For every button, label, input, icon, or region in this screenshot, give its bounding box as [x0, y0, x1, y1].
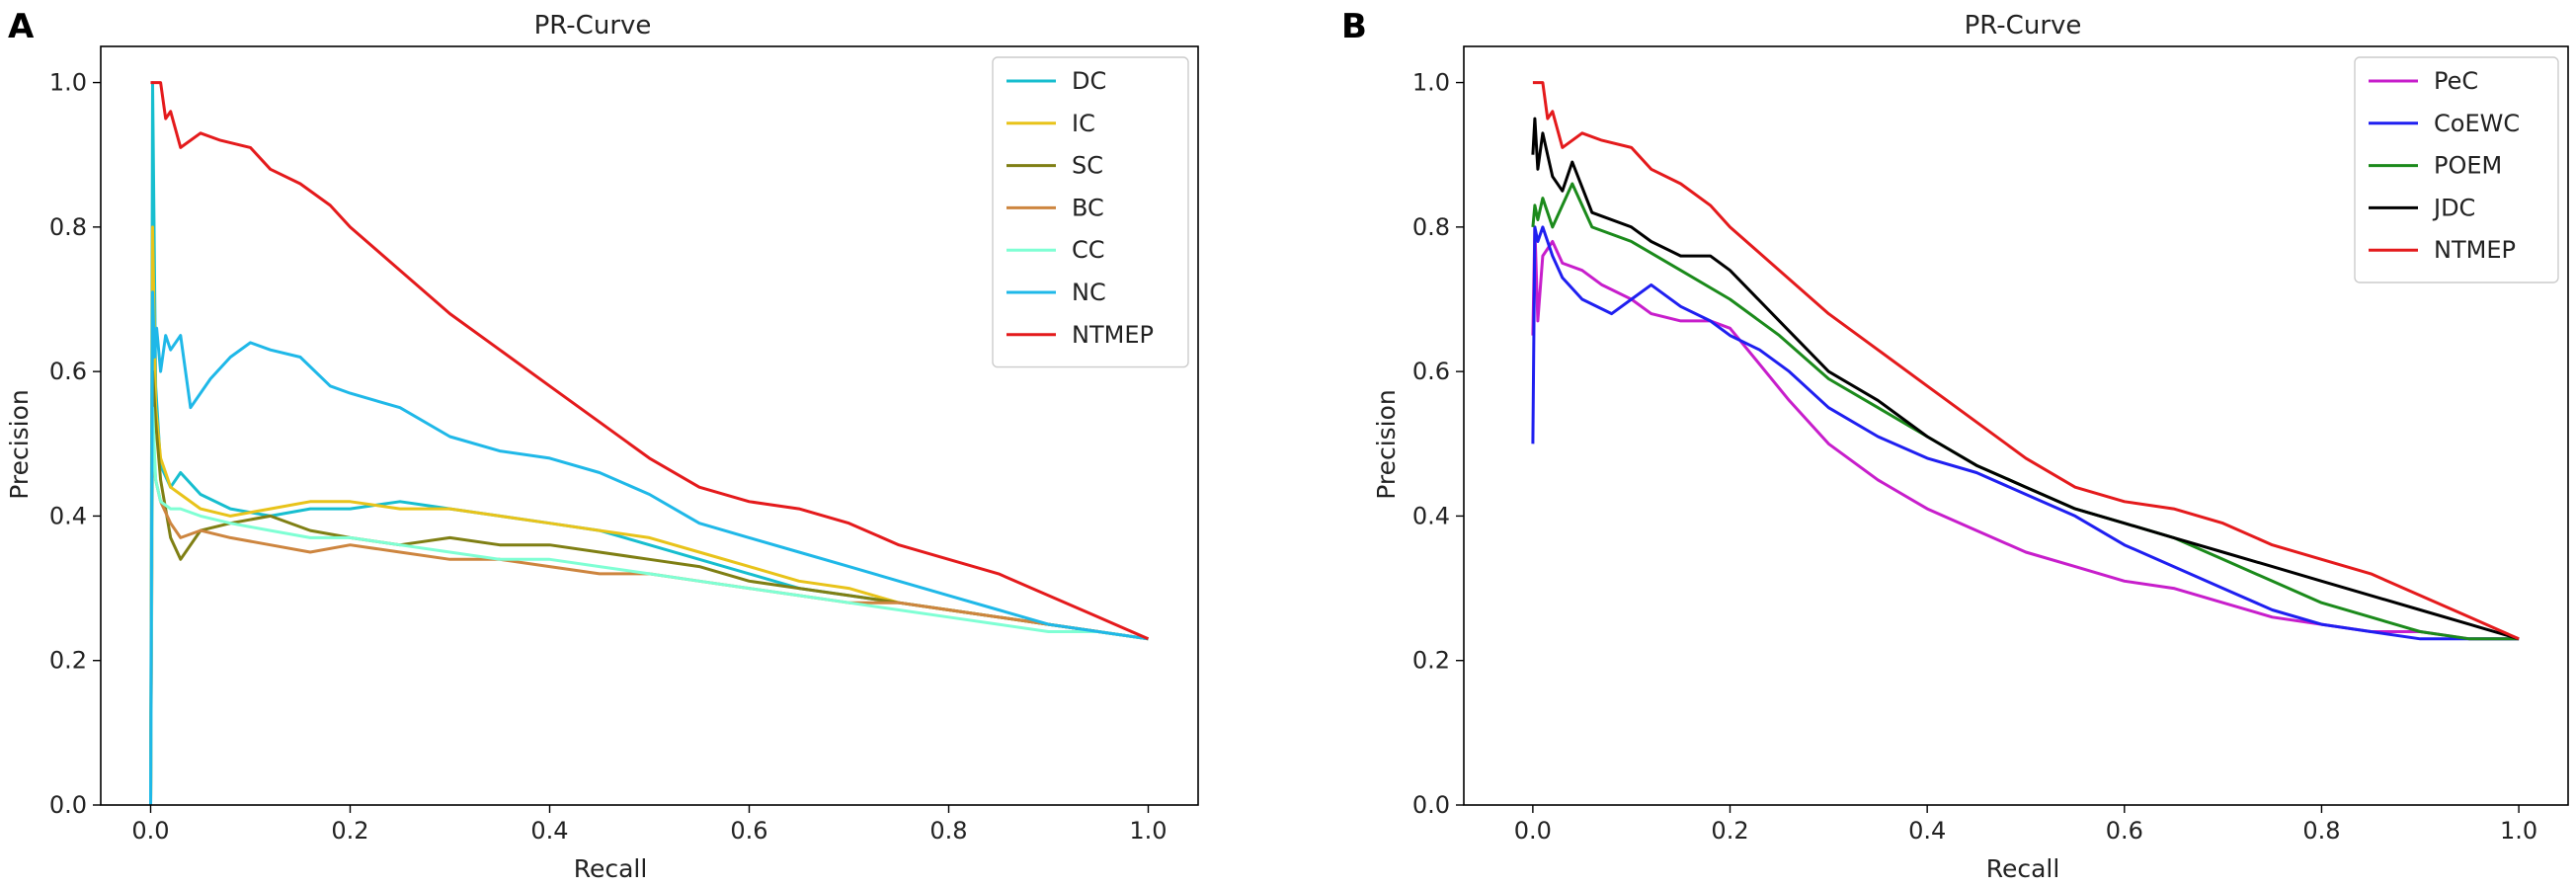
x-axis-label: Recall [1986, 854, 2060, 883]
chart-title: PR-Curve [534, 11, 652, 40]
y-tick-label: 0.2 [1412, 647, 1450, 675]
series-line-coewc [1531, 225, 2520, 641]
panel-label: B [1341, 7, 1367, 46]
x-tick-label: 0.0 [1514, 817, 1552, 845]
x-tick-label: 0.8 [2302, 817, 2340, 845]
series-group [1531, 81, 2520, 641]
y-tick-label: 0.0 [49, 791, 87, 819]
x-tick-label: 0.4 [530, 817, 568, 845]
series-line-pec [1531, 225, 2520, 641]
plot-area: 0.0 0.2 0.4 0.6 0.8 1.0 0.0 0.2 0.4 0.6 0.8 1.0 DC IC… [49, 45, 1199, 845]
axes-frame [100, 45, 1199, 806]
plot-area: 0.0 0.2 0.4 0.6 0.8 1.0 0.0 0.2 0.4 0.6 0.8 1.0 PeC C… [1412, 45, 2569, 845]
legend-frame [992, 56, 1189, 368]
x-tick-label: 0.6 [2106, 817, 2143, 845]
series-group [149, 81, 1150, 805]
legend-label: NC [1072, 279, 1106, 306]
legend-label: JDC [2432, 194, 2475, 221]
legend: DC IC SC BC CC NC NTMEP [992, 56, 1189, 368]
x-tick-label: 1.0 [1129, 817, 1167, 845]
x-tick-label: 0.4 [1908, 817, 1946, 845]
series-line-sc [149, 369, 1149, 805]
legend-label: BC [1072, 194, 1104, 221]
axes-frame [1463, 45, 2569, 806]
x-axis-label: Recall [574, 854, 648, 883]
y-axis-label: Precision [1372, 389, 1401, 500]
y-axis-label: Precision [5, 389, 34, 500]
panel-label: A [8, 7, 35, 46]
legend-label: NTMEP [1072, 321, 1154, 349]
panel-b: B PR-Curve Recall Precision 0.0 0.2 0.4 0.6… [1341, 7, 2569, 883]
legend-label: NTMEP [2434, 236, 2516, 264]
legend-label: IC [1072, 110, 1095, 137]
x-tick-label: 1.0 [2500, 817, 2537, 845]
y-tick-label: 0.4 [49, 502, 87, 529]
series-line-poem [1531, 182, 2520, 641]
x-tick-label: 0.2 [331, 817, 368, 845]
x-tick-label: 0.0 [131, 817, 169, 845]
y-tick-label: 0.0 [1412, 791, 1450, 819]
legend-label: SC [1072, 152, 1103, 180]
y-tick-label: 0.6 [49, 358, 87, 385]
chart-title: PR-Curve [1965, 11, 2082, 40]
legend-label: CC [1072, 236, 1105, 264]
y-tick-label: 0.4 [1412, 502, 1450, 529]
panel-a: A PR-Curve Recall Precision 0.0 0.2 0.4 0.6… [5, 7, 1199, 883]
x-tick-label: 0.6 [730, 817, 767, 845]
y-tick-label: 0.8 [49, 213, 87, 241]
series-line-ntmep [150, 81, 1150, 641]
y-tick-label: 0.6 [1412, 358, 1450, 385]
legend-label: POEM [2434, 152, 2502, 180]
series-line-nc [149, 290, 1149, 805]
series-line-cc [149, 406, 1149, 805]
series-line-jdc [1531, 117, 2520, 641]
x-tick-label: 0.2 [1711, 817, 1748, 845]
y-tick-label: 1.0 [49, 69, 87, 97]
legend-frame [2354, 56, 2559, 283]
series-line-ntmep [1532, 81, 2520, 641]
x-tick-label: 0.8 [929, 817, 967, 845]
y-tick-label: 0.2 [49, 647, 87, 675]
y-tick-label: 0.8 [1412, 213, 1450, 241]
legend-label: CoEWC [2434, 110, 2520, 137]
legend: PeC CoEWC POEM JDC NTMEP [2354, 56, 2559, 283]
legend-label: DC [1072, 67, 1106, 95]
y-tick-label: 1.0 [1412, 69, 1450, 97]
legend-label: PeC [2434, 67, 2478, 95]
